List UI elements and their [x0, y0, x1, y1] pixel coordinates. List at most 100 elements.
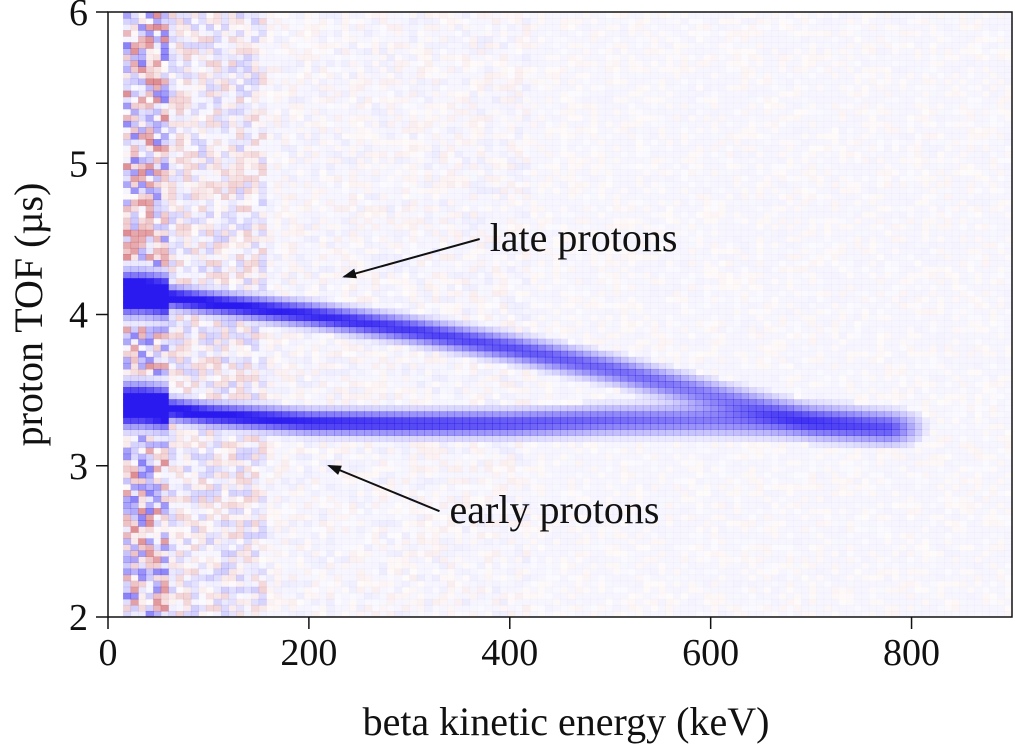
heatmap-cell [469, 235, 478, 243]
heatmap-cell [386, 375, 395, 382]
heatmap-cell [273, 368, 282, 376]
heatmap-cell [372, 369, 380, 376]
heatmap-cell [454, 199, 463, 207]
heatmap-cell [190, 562, 199, 570]
heatmap-cell [138, 526, 147, 533]
heatmap-cell [145, 54, 154, 61]
heatmap-cell [288, 483, 297, 491]
heatmap-cell [341, 375, 350, 382]
heatmap-cell [274, 151, 282, 158]
heatmap-cell [454, 169, 463, 176]
heatmap-cell [462, 417, 471, 424]
heatmap-cell [303, 350, 312, 358]
heatmap-cell [311, 532, 320, 539]
heatmap-cell [439, 314, 448, 322]
heatmap-cell [349, 102, 358, 110]
heatmap-cell [288, 254, 297, 261]
heatmap-cell [228, 556, 237, 564]
heatmap-cell [123, 66, 132, 73]
heatmap-cell [198, 266, 207, 273]
heatmap-cell [266, 586, 275, 594]
heatmap-cell [160, 326, 169, 334]
heatmap-cell [334, 562, 343, 570]
heatmap-cell [213, 568, 222, 576]
heatmap-cell [447, 102, 456, 110]
heatmap-cell [183, 163, 192, 170]
heatmap-cell [349, 399, 358, 406]
heatmap-cell [190, 405, 199, 412]
heatmap-cell [138, 381, 147, 388]
heatmap-cell [334, 290, 342, 297]
heatmap-cell [153, 393, 162, 400]
heatmap-cell [356, 514, 365, 521]
heatmap-cell [342, 351, 350, 358]
heatmap-cell [236, 375, 245, 382]
heatmap-cell [416, 435, 425, 443]
heatmap-cell [236, 417, 245, 424]
heatmap-cell [394, 580, 403, 588]
heatmap-cell [424, 441, 433, 449]
heatmap-cell [439, 532, 447, 539]
heatmap-cell [492, 66, 501, 73]
heatmap-cell [356, 610, 365, 618]
heatmap-cell [379, 568, 388, 576]
heatmap-cell [266, 550, 275, 557]
heatmap-cell [386, 320, 395, 328]
heatmap-cell [243, 399, 252, 406]
heatmap-cell [484, 66, 493, 73]
heatmap-cell [492, 247, 501, 255]
heatmap-cell [356, 362, 365, 370]
heatmap-cell [371, 169, 380, 176]
heatmap-cell [183, 574, 192, 582]
heatmap-cell [439, 133, 448, 140]
heatmap-cell [326, 496, 335, 503]
heatmap-cell [431, 241, 440, 249]
heatmap-cell [334, 599, 342, 606]
heatmap-cell [409, 483, 418, 491]
heatmap-cell [183, 133, 192, 140]
heatmap-cell [205, 350, 214, 358]
heatmap-cell [341, 199, 350, 207]
heatmap-cell [251, 145, 260, 152]
heatmap-cell [371, 562, 380, 570]
heatmap-cell [281, 42, 290, 49]
heatmap-cell [304, 345, 312, 352]
heatmap-cell [424, 211, 433, 219]
heatmap-cell [213, 502, 222, 509]
heatmap-cell [356, 163, 365, 170]
heatmap-cell [379, 471, 388, 479]
heatmap-cell [334, 405, 343, 412]
heatmap-cell [258, 568, 267, 576]
heatmap-cell [251, 508, 260, 515]
heatmap-cell [341, 356, 350, 364]
heatmap-cell [371, 405, 380, 412]
heatmap-cell [243, 60, 252, 67]
heatmap-cell [145, 205, 154, 213]
heatmap-cell [424, 290, 433, 297]
heatmap-cell [138, 308, 147, 315]
heatmap-cell [153, 610, 162, 618]
heatmap-cell [394, 405, 403, 412]
heatmap-cell [273, 42, 282, 49]
heatmap-cell [341, 574, 350, 582]
heatmap-cell [371, 54, 380, 61]
heatmap-cell [349, 314, 358, 322]
heatmap-cell [266, 453, 275, 461]
heatmap-cell [303, 604, 312, 612]
heatmap-cell [454, 459, 463, 467]
heatmap-cell [447, 556, 456, 564]
heatmap-cell [138, 290, 147, 297]
heatmap-cell [190, 78, 199, 86]
heatmap-cell [401, 66, 410, 73]
heatmap-cell [492, 181, 500, 188]
heatmap-cell [138, 514, 147, 521]
heatmap-cell [274, 442, 282, 449]
heatmap-cell [273, 96, 282, 104]
heatmap-cell [183, 447, 192, 455]
heatmap-cell [371, 393, 380, 400]
heatmap-cell [439, 90, 448, 98]
heatmap-cell [266, 532, 275, 539]
heatmap-cell [273, 254, 282, 261]
heatmap-cell [364, 417, 373, 424]
heatmap-cell [416, 126, 425, 134]
